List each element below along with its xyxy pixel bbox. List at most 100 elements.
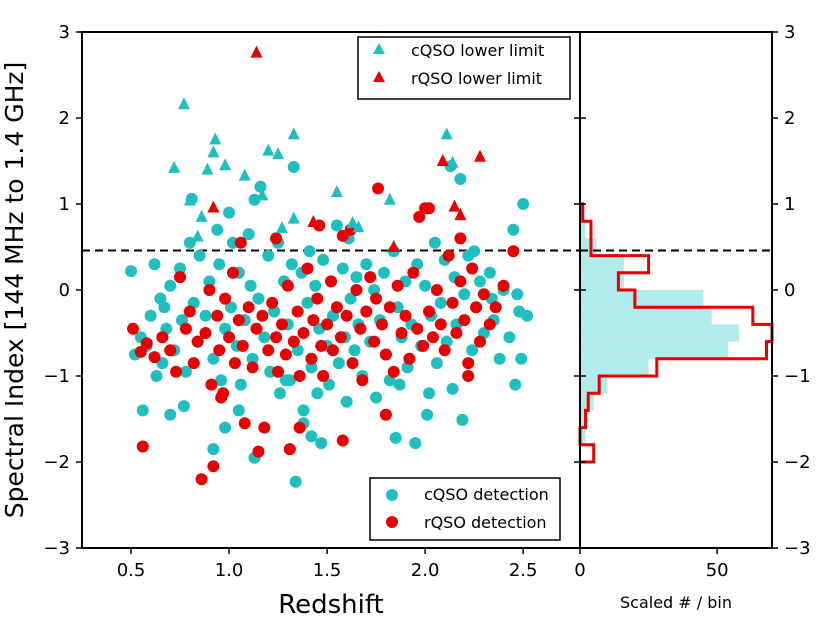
cqso-detection-point (466, 344, 479, 357)
cqso-detection-point (177, 400, 190, 413)
cqso-detection-point (423, 387, 436, 400)
cqso-detection-point (246, 352, 259, 365)
rqso-detection-point (279, 348, 292, 361)
cqso-detection-point (252, 292, 265, 305)
rqso-detection-point (223, 331, 236, 344)
rqso-detection-point (334, 331, 347, 344)
cqso-lower-limit-marker (183, 193, 196, 206)
rqso-detection-point (297, 327, 310, 339)
cqso-lower-limit-marker (440, 127, 453, 140)
cqso-lower-limit-marker (168, 160, 181, 173)
rqso-detection-point (483, 318, 496, 331)
rqso-detection-point (250, 322, 263, 335)
histogram-x-tick-label: 50 (706, 560, 729, 581)
rqso-detection-point (234, 236, 247, 249)
cqso-lower-limit-marker (191, 229, 204, 242)
legend-upper: cQSO lower limit rQSO lower limit (357, 36, 571, 100)
cqso-detection-point (248, 193, 261, 206)
cqso-detection-point (144, 309, 157, 322)
rqso-detection-point (236, 339, 249, 352)
scatter-points (125, 45, 534, 488)
rqso-detection-point (266, 296, 279, 309)
rqso-detection-point (281, 279, 294, 292)
rqso-detection-point (307, 314, 320, 327)
histogram-x-tick-label: 0 (574, 560, 585, 581)
rqso-detection-point (148, 351, 161, 364)
legend-lower: cQSO detection rQSO detection (369, 477, 561, 541)
rqso-detection-point (301, 262, 314, 275)
cqso-detection-point (199, 309, 212, 322)
cqso-detection-point (262, 249, 275, 262)
rqso-detection-point (211, 309, 224, 322)
cqso-lower-limit-marker (207, 145, 220, 158)
legend-cqso-limit-label: cQSO lower limit (411, 41, 544, 60)
cqso-lower-limit-marker (287, 211, 300, 224)
rqso-detection-point (383, 301, 396, 314)
rqso-detection-point (368, 335, 381, 348)
rqso-detection-point (507, 245, 520, 258)
cqso-detection-point (234, 378, 247, 391)
cqso-histogram-bar (580, 358, 649, 376)
cqso-detection-point (150, 370, 163, 382)
histogram-y-tick-label: −2 (784, 452, 811, 473)
rqso-detection-point (442, 249, 455, 262)
cqso-detection-point (336, 262, 349, 275)
cqso-histogram-bar (580, 376, 608, 394)
y-axis-label: Spectral Index [144 MHz to 1.4 GHz] (0, 62, 29, 519)
histogram-y-tick-label: −1 (784, 366, 811, 387)
rqso-detection-point (134, 345, 147, 358)
rqso-detection-point (226, 266, 239, 279)
rqso-detection-point (242, 301, 255, 314)
rqso-detection-point (270, 331, 283, 344)
rqso-detection-point (411, 322, 424, 335)
rqso-detection-point (217, 387, 230, 400)
rqso-detection-point (489, 301, 502, 314)
rqso-detection-point (272, 365, 285, 378)
cqso-detection-point (225, 301, 238, 314)
rqso-detection-point (379, 348, 392, 361)
cqso-detection-point (287, 161, 300, 174)
cqso-detection-point (507, 223, 520, 236)
cqso-histogram-bar (580, 238, 597, 256)
cqso-detection-point (511, 288, 524, 301)
cqso-detection-point (428, 236, 441, 249)
cqso-detection-point (219, 421, 232, 434)
cqso-detection-point (309, 279, 322, 292)
rqso-detection-point (417, 339, 430, 352)
cqso-lower-limit-marker (219, 158, 232, 171)
cqso-lower-limit-marker (383, 192, 396, 205)
cqso-detection-point (454, 173, 467, 186)
rqso-detection-point (140, 337, 153, 350)
histogram-panel: 0 50 3 2 1 0 −1 −2 −3 Scaled # / bin (574, 22, 810, 612)
rqso-lower-limit-marker (387, 240, 400, 252)
cqso-detection-point (332, 357, 345, 370)
histogram-y-tick-label: 2 (784, 108, 795, 129)
rqso-detection-point (174, 271, 187, 284)
rqso-detection-point (462, 357, 475, 370)
rqso-detection-point (195, 473, 208, 486)
cqso-detection-point (430, 357, 443, 370)
rqso-detection-point (317, 370, 330, 382)
cqso-detection-point (258, 331, 271, 344)
cqso-detection-point (125, 265, 138, 278)
cqso-lower-limit-marker (346, 215, 359, 228)
cqso-detection-point (521, 309, 534, 322)
x-tick-label: 1.5 (313, 560, 342, 581)
x-tick-label: 2.0 (411, 560, 440, 581)
legend-rqso-limit-label: rQSO lower limit (411, 69, 542, 88)
y-tick-label: −3 (43, 538, 70, 559)
rqso-detection-point (183, 305, 196, 318)
rqso-detection-point (391, 279, 404, 292)
cqso-histogram-bar (580, 341, 729, 359)
cqso-detection-point (503, 331, 516, 344)
cqso-detection-point (297, 404, 310, 417)
rqso-detection-point (458, 314, 471, 327)
rqso-detection-point (228, 357, 241, 370)
cqso-lower-limit-marker (256, 188, 269, 201)
cqso-detection-point (211, 223, 224, 236)
cqso-detection-point (223, 206, 236, 219)
histogram-y-tick-label: 1 (784, 194, 795, 215)
cqso-detection-point (279, 374, 292, 387)
cqso-histogram (580, 204, 740, 445)
